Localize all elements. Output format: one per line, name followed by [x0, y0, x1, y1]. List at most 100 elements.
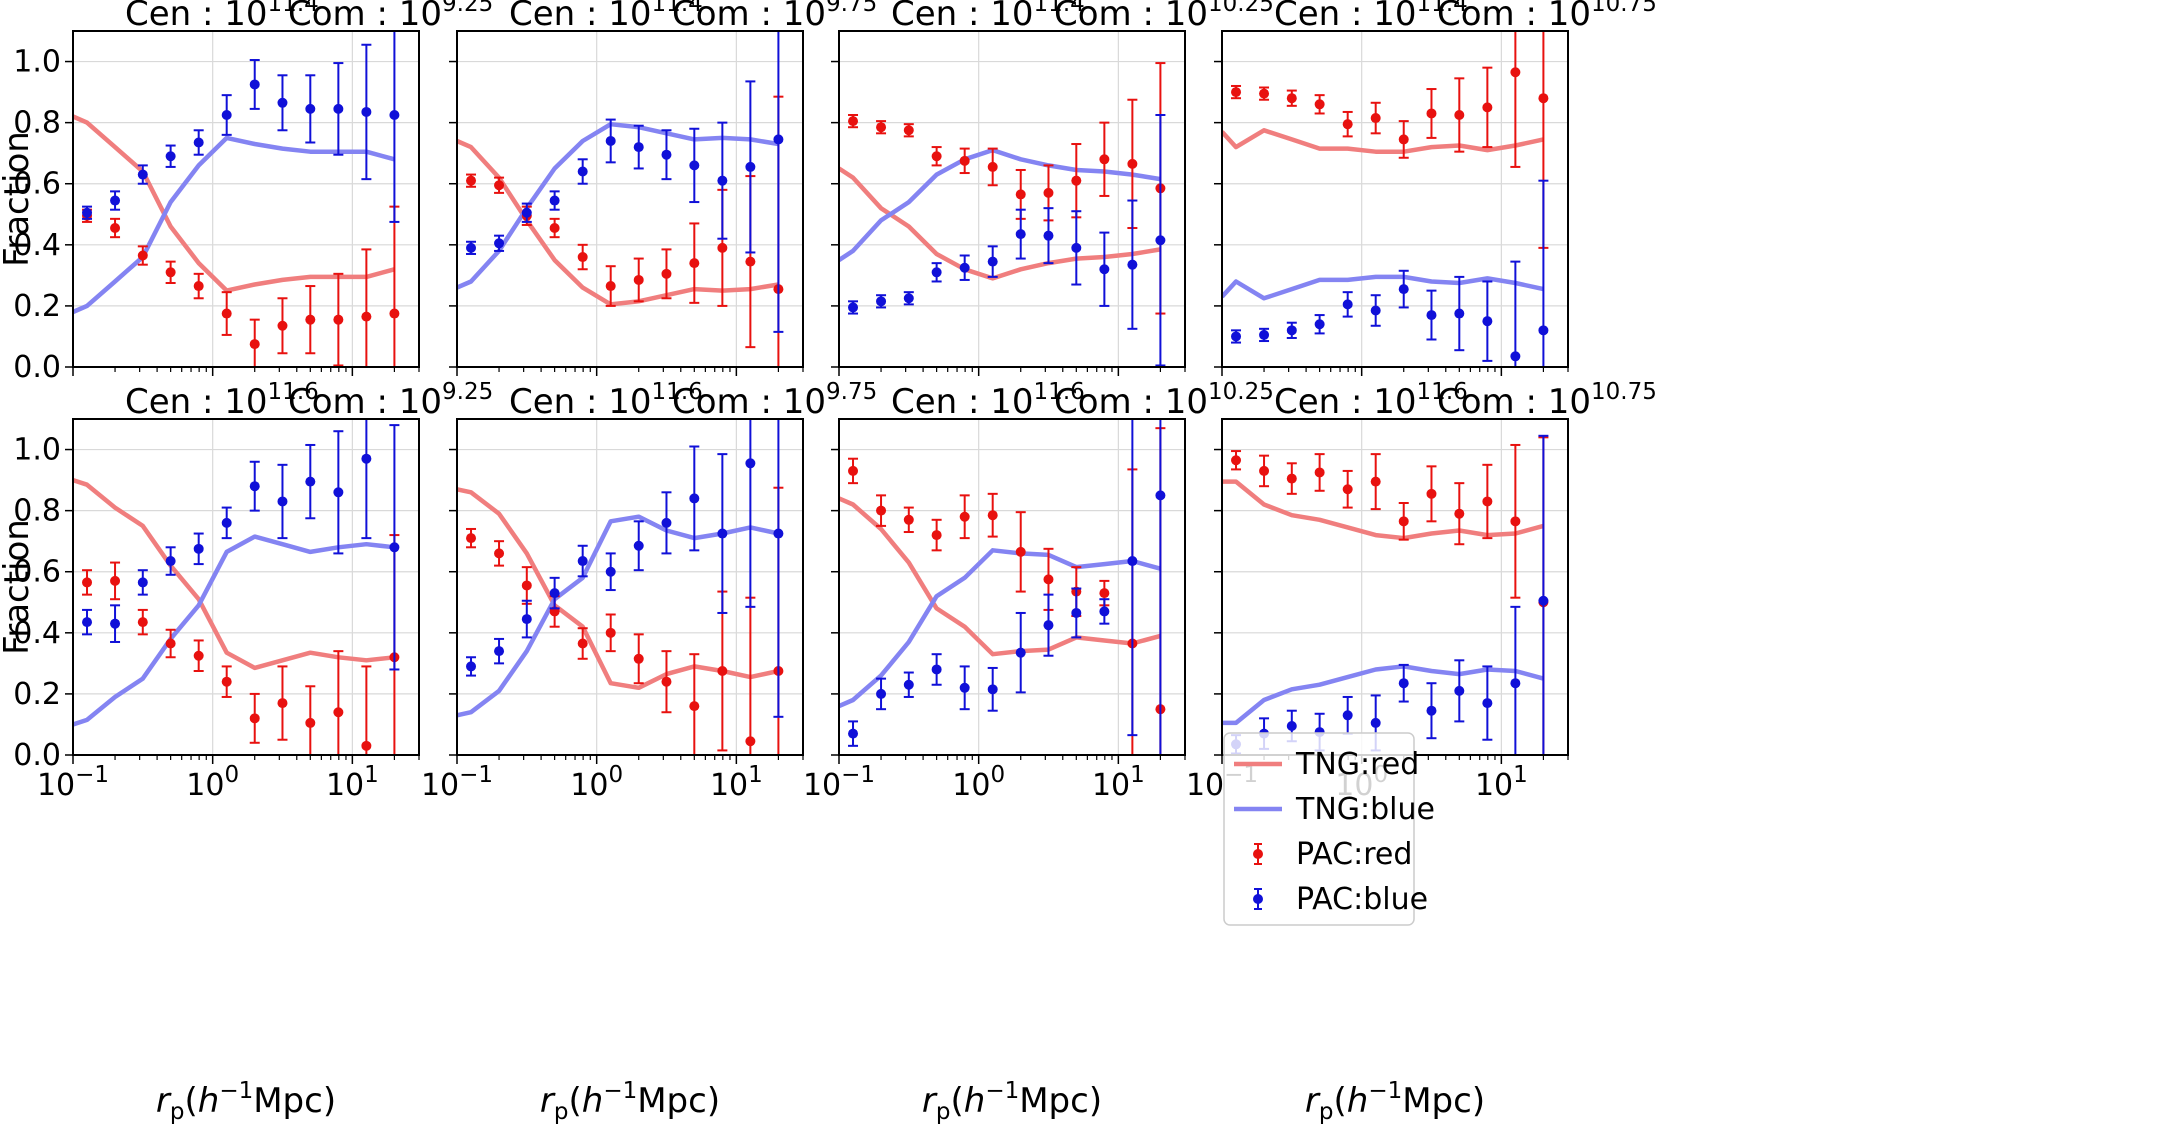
panel-title-cen: Cen : 1011.6: [1274, 379, 1468, 422]
pac-red-point: [110, 575, 121, 586]
pac-red-point: [661, 268, 672, 279]
pac-blue-point: [959, 262, 970, 273]
x-axis-label: rp(h−1Mpc): [540, 1078, 720, 1125]
panel-5: 0.0 0.2 0.4 0.6 0.8 1.0 10−1 100 101 rp(h−1Mpc) Fr…: [0, 379, 493, 1125]
pac-blue-point: [165, 151, 176, 162]
pac-blue-point: [1155, 490, 1166, 501]
pac-red-point: [1127, 158, 1138, 169]
pac-blue-point: [577, 556, 588, 567]
pac-red-point: [165, 638, 176, 649]
y-tick-label: 0.6: [13, 555, 61, 590]
tng-blue-line: [839, 147, 1161, 262]
pac-red-point: [717, 666, 728, 676]
pac-blue-point: [361, 453, 372, 464]
pac-blue-point: [1342, 710, 1353, 721]
pac-blue-point: [987, 684, 998, 695]
pac-blue-point: [903, 679, 914, 690]
pac-red-point: [1510, 67, 1521, 78]
pac-blue-point: [165, 556, 176, 567]
pac-blue-point: [1015, 647, 1026, 658]
pac-red-point: [494, 548, 505, 559]
axes-frame: [1221, 30, 1569, 368]
tng-red-line: [839, 166, 1161, 281]
pac-blue-point: [277, 97, 288, 108]
panel-title-cen: Cen : 1011.4: [891, 0, 1085, 34]
pac-blue-point: [1454, 308, 1465, 319]
pac-blue-point: [689, 160, 700, 171]
tng-red-line: [457, 138, 779, 307]
pac-red-point: [1370, 476, 1381, 487]
y-tick-label: 0.2: [13, 289, 61, 324]
pac-blue-point: [848, 302, 859, 313]
pac-blue-point: [389, 542, 400, 553]
pac-red-point: [1426, 108, 1437, 119]
tng-blue-line: [839, 548, 1161, 709]
legend-tng-blue-label: TNG:blue: [1295, 792, 1435, 827]
tng-red-line: [1222, 128, 1544, 154]
pac-blue-point: [333, 487, 344, 498]
pac-red-point: [466, 533, 477, 544]
pac-blue-point: [1043, 230, 1054, 241]
x-axis-label: rp(h−1Mpc): [156, 1078, 336, 1125]
pac-red-point: [1342, 484, 1353, 495]
panel-title-com: Com : 1010.75: [1437, 0, 1657, 34]
pac-blue-point: [1370, 305, 1381, 316]
panel-title-cen: Cen : 1011.6: [891, 379, 1085, 422]
pac-red-point: [361, 740, 372, 751]
pac-blue-point: [577, 166, 588, 177]
pac-red-point: [605, 627, 616, 638]
pac-red-point: [903, 125, 914, 136]
plot-content: [1222, 434, 1549, 755]
pac-red-point: [193, 650, 204, 661]
pac-red-point: [165, 267, 176, 278]
plot-content: [457, 419, 784, 755]
pac-red-point: [1454, 508, 1465, 519]
pac-red-point: [361, 311, 372, 322]
pac-red-point: [221, 676, 232, 687]
y-tick-label: 0.8: [13, 494, 61, 529]
plot-content: [73, 31, 400, 367]
pac-red-point: [605, 281, 616, 292]
pac-blue-point: [1538, 595, 1549, 606]
pac-blue-point: [1259, 329, 1270, 340]
tng-blue-line: [457, 121, 779, 290]
panel-title-cen: Cen : 1011.6: [125, 379, 319, 422]
pac-red-point: [1099, 588, 1110, 599]
y-tick-label: 0.4: [13, 616, 61, 651]
pac-red-series: [848, 62, 1166, 315]
legend-pac-blue-marker: [1253, 894, 1263, 904]
pac-blue-point: [1510, 351, 1521, 362]
pac-red-point: [661, 676, 672, 687]
pac-red-point: [848, 116, 859, 127]
pac-blue-point: [1398, 284, 1409, 295]
panel-title-com: Com : 1010.25: [1054, 379, 1274, 422]
pac-red-point: [1015, 189, 1026, 200]
y-tick-label: 1.0: [13, 45, 61, 80]
pac-blue-series: [1231, 179, 1549, 367]
pac-red-point: [1482, 102, 1493, 113]
pac-blue-point: [931, 267, 942, 278]
pac-blue-point: [1015, 229, 1026, 240]
pac-red-point: [1314, 99, 1325, 110]
x-tick-label: 101: [1475, 762, 1528, 803]
pac-red-point: [1043, 187, 1054, 198]
x-tick-label: 10−1: [421, 762, 493, 803]
pac-red-point: [389, 308, 400, 319]
axes-frame: [72, 418, 420, 756]
tng-red-line: [1222, 479, 1544, 541]
pac-blue-point: [549, 588, 560, 599]
pac-red-point: [1538, 93, 1549, 104]
pac-blue-point: [193, 137, 204, 148]
y-tick-label: 0.0: [13, 350, 61, 385]
pac-blue-point: [1071, 607, 1082, 618]
pac-red-point: [333, 707, 344, 718]
pac-red-point: [305, 717, 316, 728]
pac-blue-point: [221, 517, 232, 528]
x-tick-label: 10−1: [803, 762, 875, 803]
pac-red-point: [221, 308, 232, 319]
pac-blue-point: [959, 682, 970, 693]
